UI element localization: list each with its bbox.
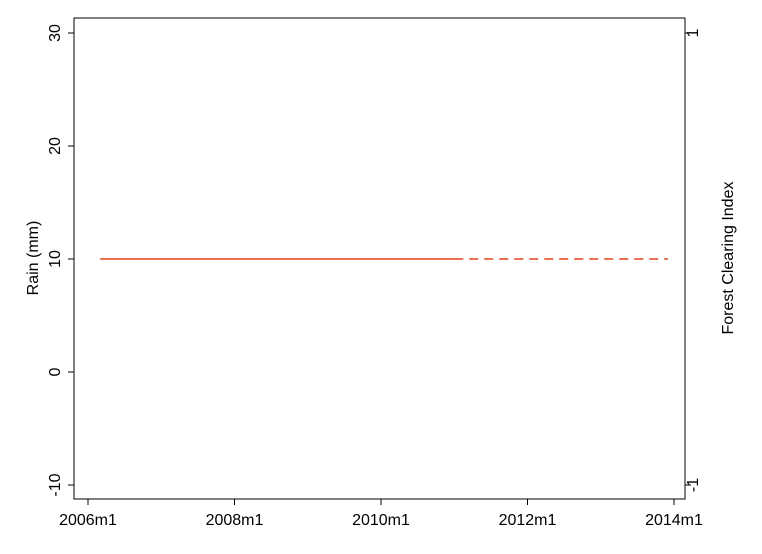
y2-tick-label: 1 [685, 28, 702, 37]
y-tick-label: 20 [47, 137, 64, 155]
x-tick-label: 2006m1 [59, 512, 117, 529]
y-tick-label: -10 [47, 473, 64, 496]
y2-tick-label: -1 [685, 478, 702, 492]
x-tick-label: 2010m1 [352, 512, 410, 529]
x-tick-label: 2012m1 [499, 512, 557, 529]
y-tick-label: 30 [47, 24, 64, 42]
y2-axis-title: Forest Clearing Index [720, 182, 737, 335]
y-tick-label: 10 [47, 250, 64, 268]
x-tick-label: 2014m1 [645, 512, 703, 529]
y-tick-label: 0 [47, 367, 64, 376]
marks-layer: 2006m1 2008m1 2010m1 2012m1 2014m1 -10 0 10 20 30… [47, 24, 703, 529]
y-axis-title: Rain (mm) [25, 221, 42, 296]
x-tick-label: 2008m1 [206, 512, 264, 529]
